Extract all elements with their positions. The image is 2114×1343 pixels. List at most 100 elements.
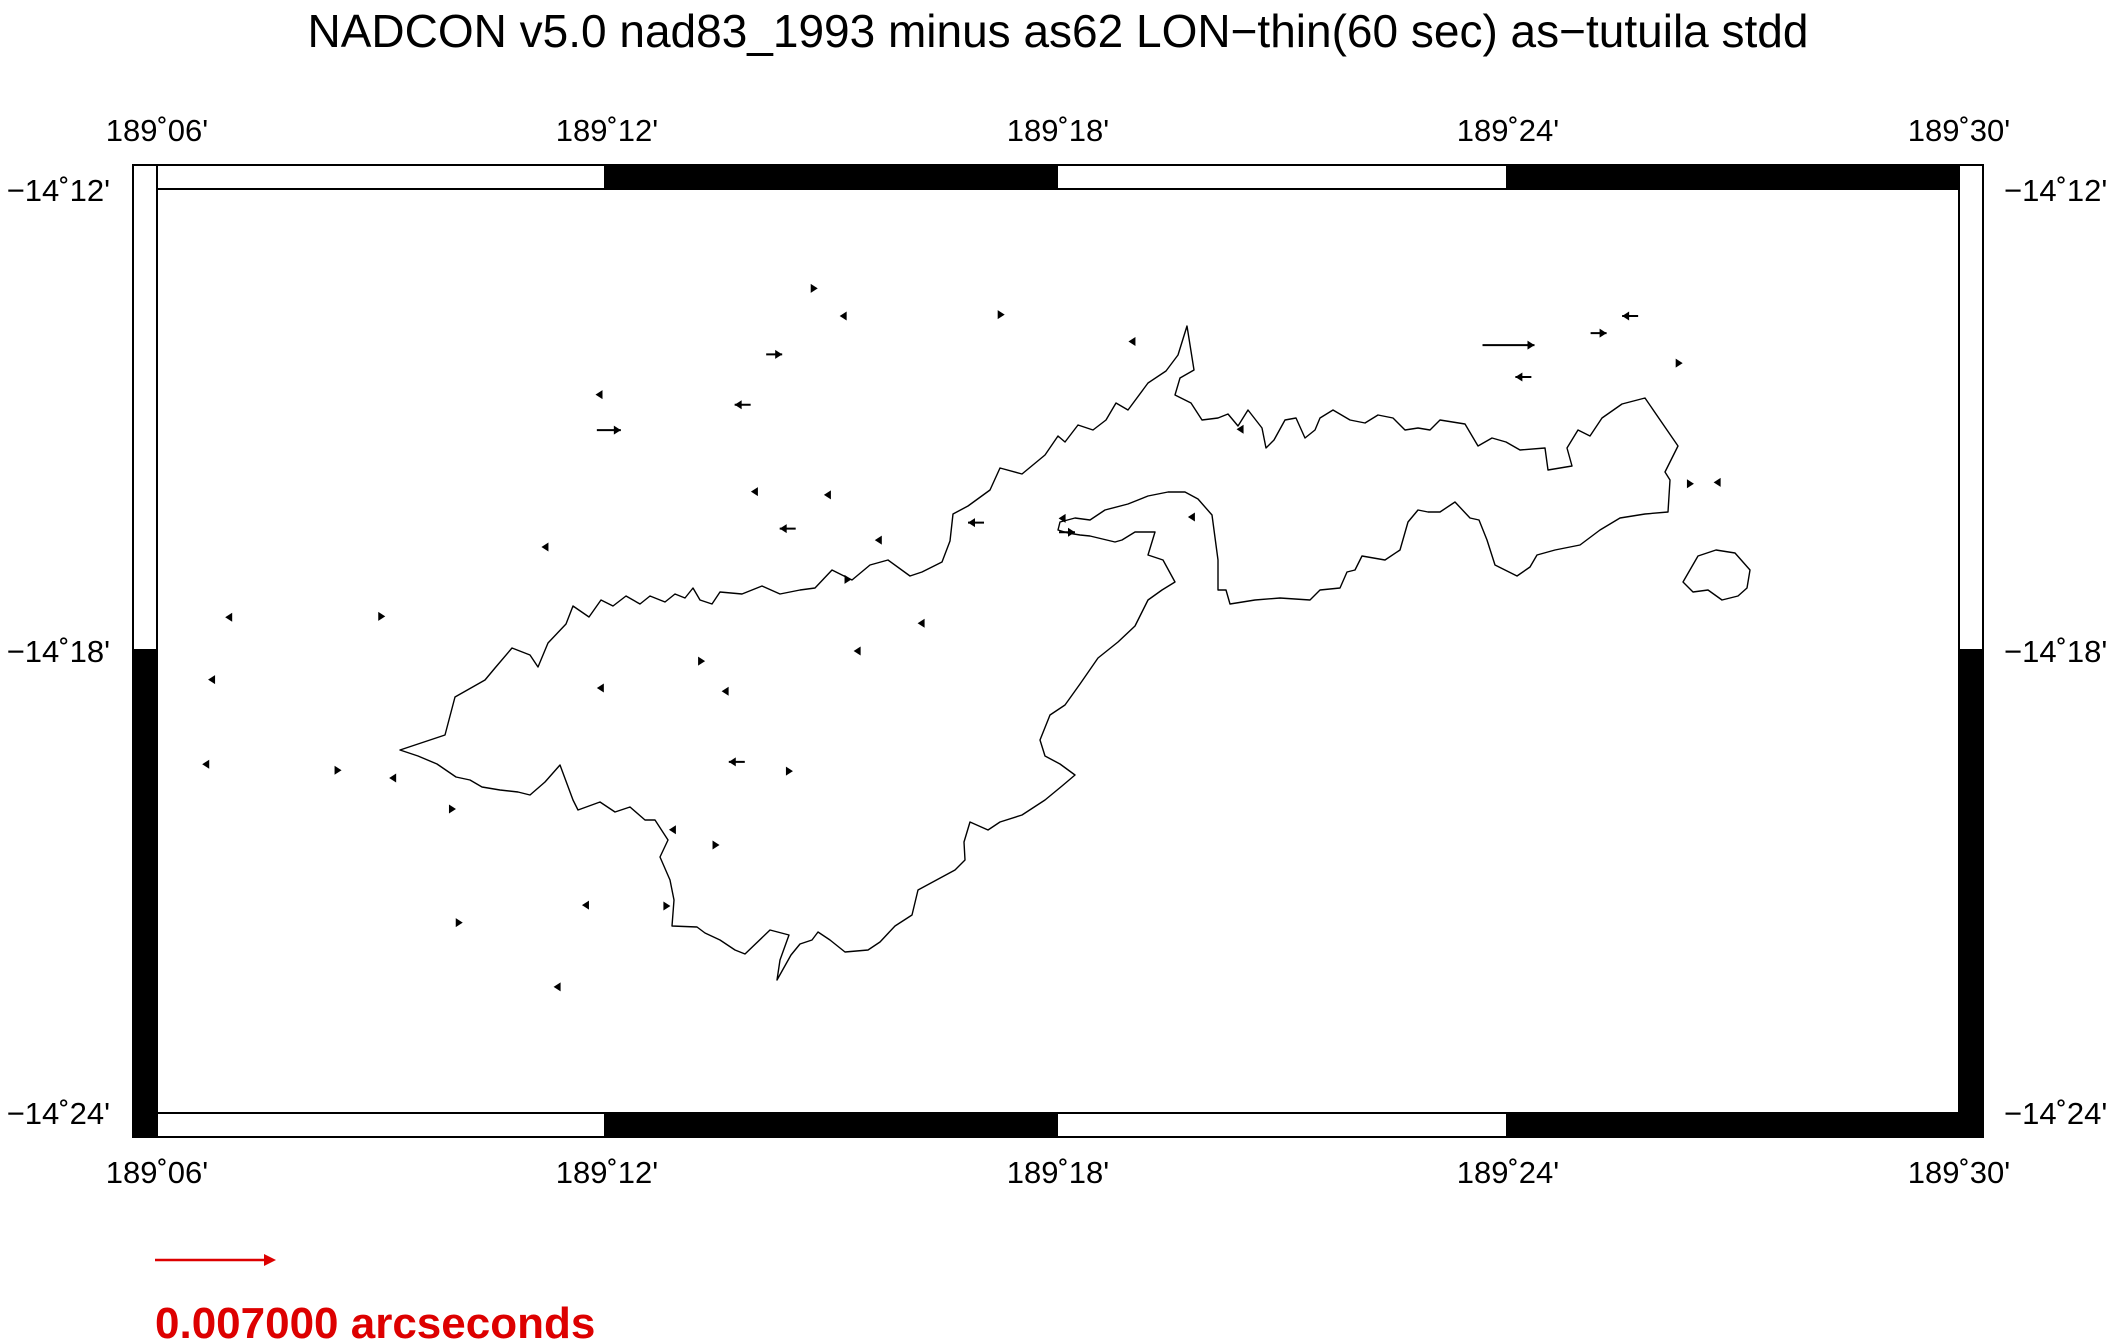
frame-left-band-1 [132,164,158,651]
lon-label-top-0: 189˚06' [106,113,208,148]
vector-head [1599,328,1607,338]
frame-bottom-band-1 [132,1112,606,1138]
vector-arrow [389,773,397,783]
vector-head [553,982,561,992]
frame-top-band-1 [132,164,606,190]
lat-label-right-1: −14˚18' [2004,634,2107,669]
vector-head [595,390,603,400]
vector-head [721,686,729,696]
lon-label-bottom-2: 189˚18' [1007,1155,1109,1190]
vector-head [698,656,706,666]
vector-head [448,804,456,814]
vector-arrow [1236,424,1244,434]
lon-label-bottom-1: 189˚12' [556,1155,658,1190]
map-frame [132,164,1984,1138]
vector-arrow [766,349,783,359]
lon-labels-bottom: 189˚06' 189˚12' 189˚18' 189˚24' 189˚30' [106,1155,2010,1190]
vector-arrow [1590,328,1607,338]
vector-arrow [448,804,456,814]
lat-label-right-0: −14˚12' [2004,173,2107,208]
vector-head [728,757,736,767]
lon-label-bottom-0: 189˚06' [106,1155,208,1190]
vector-arrow [1675,358,1683,368]
lon-label-top-2: 189˚18' [1007,113,1109,148]
vector-arrow [595,390,603,400]
lon-label-bottom-4: 189˚30' [1908,1155,2010,1190]
vector-arrow [698,656,706,666]
legend: 0.007000 arcseconds [155,1254,595,1343]
vector-head [734,400,742,410]
vector-head [1236,424,1244,434]
vector-arrow [874,535,882,545]
vector-head [663,901,671,911]
frame-top-band-4 [1506,164,1960,190]
vector-arrow [225,612,233,622]
vector-head [1622,311,1630,321]
vector-arrow [202,759,210,769]
vector-head [712,840,720,850]
vector-arrow [721,686,729,696]
vector-arrow [844,574,852,584]
vector-head [1515,372,1523,382]
vector-head [810,283,818,293]
lon-label-top-4: 189˚30' [1908,113,2010,148]
vector-head [581,900,589,910]
vector-arrow [553,982,561,992]
vector-head [1058,513,1066,523]
vector-head [997,310,1005,320]
coastline [399,325,1751,981]
vector-head [668,825,676,835]
lon-label-top-1: 189˚12' [556,113,658,148]
vector-arrow [378,611,386,621]
vector-arrow [581,900,589,910]
lat-label-left-0: −14˚12' [7,173,110,208]
vector-arrow [1058,513,1066,523]
lat-label-left-2: −14˚24' [7,1096,110,1131]
vector-arrow [823,490,831,500]
vector-head [823,490,831,500]
vector-head [208,675,216,685]
vector-head [596,683,604,693]
aunuu-island-coastline [1682,549,1751,601]
vector-arrow [810,283,818,293]
lon-label-bottom-3: 189˚24' [1457,1155,1559,1190]
vector-head [225,612,233,622]
vector-head [389,773,397,783]
vector-arrow [1128,336,1136,346]
lat-labels-left: −14˚12' −14˚18' −14˚24' [7,173,110,1131]
vector-head [1527,340,1535,350]
vector-arrow [1622,311,1639,321]
frame-bottom-band-4 [1506,1112,1960,1138]
vector-arrow [712,840,720,850]
vector-head [785,766,793,776]
vector-head [839,311,847,321]
vector-arrow [1482,340,1535,350]
lat-labels-right: −14˚12' −14˚18' −14˚24' [2004,173,2107,1131]
vector-head [613,425,621,435]
vector-arrow [750,487,758,497]
vector-arrow [839,311,847,321]
vector-arrow [1686,479,1694,489]
vector-arrow [668,825,676,835]
frame-right-band-1 [1958,164,1984,651]
vector-arrow [1515,372,1532,382]
frame-bottom-band-2 [604,1112,1058,1138]
lon-label-top-3: 189˚24' [1457,113,1559,148]
vector-head [1068,527,1076,537]
vector-head [750,487,758,497]
vector-head [853,646,861,656]
vector-arrow [917,618,925,628]
vector-head [968,518,976,528]
vector-head [1128,336,1136,346]
vector-head [844,574,852,584]
lat-label-left-1: −14˚18' [7,634,110,669]
vector-arrow [541,542,549,552]
legend-scale-label: 0.007000 arcseconds [155,1299,595,1343]
vector-arrow [779,524,796,534]
vector-arrow [663,901,671,911]
frame-bottom-band-3 [1056,1112,1508,1138]
vector-head [455,918,463,928]
legend-scale-arrow-head [264,1254,276,1266]
frame-left-band-2 [132,649,158,1138]
vector-head [1686,479,1694,489]
